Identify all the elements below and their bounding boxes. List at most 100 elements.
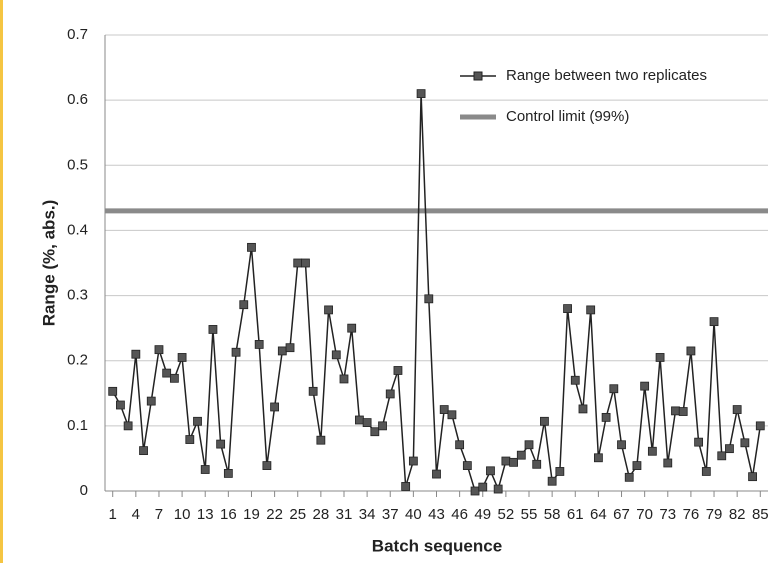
marker [671,406,680,416]
marker [470,486,480,496]
marker [532,459,542,469]
marker [601,412,611,422]
marker [362,418,372,428]
marker [262,461,272,470]
marker [663,458,673,468]
x-tick-label: 7 [155,506,163,523]
marker [370,427,380,437]
x-tick-label: 85 [752,506,769,523]
marker [223,469,233,478]
x-tick-label: 40 [405,506,422,523]
x-tick-label: 22 [266,506,283,523]
marker [478,482,488,492]
marker [725,444,734,454]
edge [0,0,3,563]
marker [247,242,256,252]
marker [524,440,534,450]
x-tick-label: 13 [197,506,214,523]
marker [162,368,172,378]
marker [640,381,650,391]
x-tick-label: 58 [544,506,561,523]
marker [439,405,449,414]
marker [347,323,357,333]
marker [139,446,148,456]
marker [231,347,241,357]
marker [385,389,395,399]
marker [324,305,333,315]
x-tick-label: 10 [174,506,191,523]
marker [208,325,218,334]
y-axis-title: Range (%, abs.) [39,200,58,327]
y-tick-label: 0 [80,482,88,499]
marker [293,258,303,268]
marker [393,366,403,375]
marker [609,384,619,394]
x-tick-label: 16 [220,506,237,523]
x-tick-label: 1 [109,506,117,523]
line [112,93,762,493]
marker [655,353,665,362]
marker [169,373,179,383]
x-axis-title: Batch sequence [372,536,502,555]
marker [624,472,634,482]
marker [686,346,696,356]
marker [555,467,565,476]
marker [316,435,326,445]
marker [301,258,310,268]
marker [593,453,603,463]
marker [285,343,295,353]
marker [131,349,141,359]
marker [408,456,418,466]
marker [339,374,349,384]
marker [123,421,133,431]
x-tick-label: 43 [428,506,445,523]
marker [547,476,557,486]
marker [732,405,742,414]
y-tick-label: 0.1 [67,417,88,434]
legend-marker [473,71,483,81]
marker [493,484,503,494]
marker [193,416,202,426]
marker [516,450,526,460]
marker [270,402,280,412]
x-tick-label: 25 [289,506,306,523]
marker [146,396,156,406]
x-tick-label: 31 [336,506,353,523]
marker [455,440,465,450]
marker [154,345,164,355]
x-tick-label: 28 [313,506,330,523]
y-tick-label: 0.4 [67,221,88,238]
marker [709,317,719,327]
marker [755,421,765,431]
y-tick-label: 0.2 [67,352,88,369]
marker [678,407,688,416]
x-tick-label: 49 [474,506,491,523]
y-tick-label: 0.3 [67,287,88,304]
marker [509,457,518,467]
marker [578,404,588,414]
marker [401,482,411,491]
marker [486,466,495,476]
marker [308,386,318,396]
marker [378,421,387,431]
marker [277,346,287,356]
marker [239,300,249,310]
marker [216,439,226,449]
x-tick-label: 34 [359,506,376,523]
marker [432,469,441,479]
marker [447,410,457,420]
marker [694,437,704,447]
marker [355,415,364,425]
x-tick-label: 4 [132,506,140,523]
x-tick-label: 67 [613,506,630,523]
marker [563,304,572,314]
marker [462,461,472,470]
marker [701,467,711,476]
x-tick-label: 52 [498,506,515,523]
marker [185,435,195,444]
marker [540,416,549,426]
x-tick-label: 64 [590,506,607,523]
marker [116,400,125,410]
marker [632,461,642,470]
